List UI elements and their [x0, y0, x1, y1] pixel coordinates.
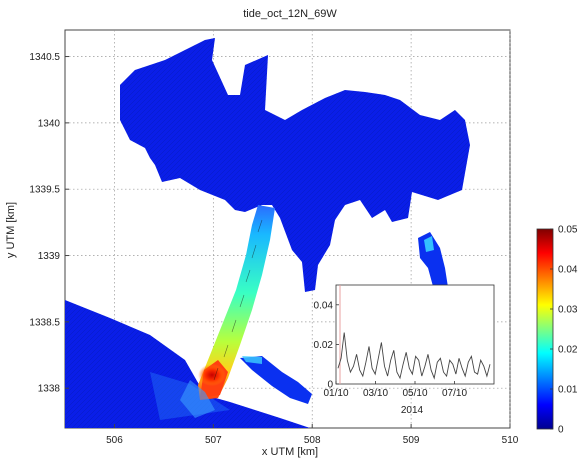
- x-tick-label: 508: [304, 435, 321, 446]
- y-tick-label: 1339.5: [29, 185, 60, 196]
- y-tick-label: 1339: [38, 251, 61, 262]
- south-channel: [240, 356, 312, 404]
- colorbar-tick-label: 0.02: [558, 345, 578, 356]
- y-axis-label: y UTM [km]: [5, 202, 17, 258]
- y-tick-label: 1338: [38, 384, 61, 395]
- inset-y-tick-label: 0.04: [314, 300, 334, 311]
- x-tick-label: 509: [403, 435, 420, 446]
- x-tick-label: 506: [106, 435, 123, 446]
- colorbar-tick-labels: 0 0.01 0.02 0.03 0.04 0.05: [550, 225, 578, 436]
- y-tick-labels: 1338 1338.5 1339 1339.5 1340 1340.5: [29, 52, 69, 395]
- inset-timeseries: 0 0.02 0.04 01/10 03/10 05/10 07/10 2014: [314, 284, 495, 416]
- inset-y-tick-label: 0: [327, 380, 333, 391]
- colorbar-tick-label: 0.04: [558, 265, 578, 276]
- x-tick-label: 507: [205, 435, 222, 446]
- tidal-channel: [198, 205, 275, 400]
- x-tick-labels: 506 507 508 509 510: [106, 424, 519, 446]
- inset-x-tick-label: 07/10: [442, 388, 467, 399]
- inset-y-tick-label: 0.02: [314, 340, 334, 351]
- colorbar-tick-label: 0: [558, 425, 564, 436]
- y-tick-label: 1338.5: [29, 317, 60, 328]
- inset-series-line: [337, 332, 491, 380]
- colorbar: [536, 228, 554, 430]
- chart-title: tide_oct_12N_69W: [243, 8, 337, 20]
- colorbar-tick-label: 0.05: [558, 225, 578, 236]
- colorbar-tick-label: 0.03: [558, 305, 578, 316]
- inset-frame: [335, 284, 495, 385]
- flow-field: [65, 38, 470, 428]
- y-tick-label: 1340: [38, 118, 61, 129]
- y-tick-label: 1340.5: [29, 52, 60, 63]
- colorbar-tick-label: 0.01: [558, 385, 578, 396]
- inset-x-label: 2014: [401, 405, 424, 416]
- x-tick-label: 510: [502, 435, 519, 446]
- inset-x-tick-label: 03/10: [363, 388, 388, 399]
- x-axis-label: x UTM [km]: [262, 446, 318, 458]
- inset-x-tick-label: 05/10: [402, 388, 427, 399]
- inset-x-tick-label: 01/10: [323, 388, 348, 399]
